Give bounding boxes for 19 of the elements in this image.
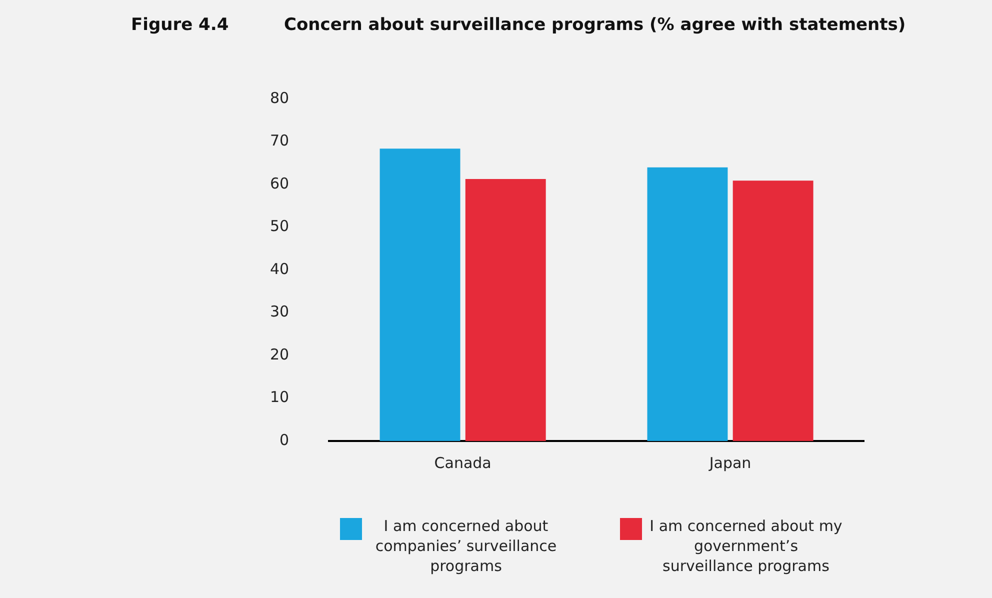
y-tick-label: 60 xyxy=(270,174,290,192)
legend-label: I am concerned about my government’s surveillance programs xyxy=(648,516,844,576)
y-tick-label: 50 xyxy=(270,217,290,236)
y-tick-label: 10 xyxy=(270,388,290,406)
y-tick-label: 40 xyxy=(270,260,290,278)
caption: Figure 4.4 xyxy=(131,15,229,35)
bar xyxy=(732,180,814,441)
y-tick-label: 20 xyxy=(270,345,290,364)
bar xyxy=(380,148,460,441)
x-tick-label: Canada xyxy=(434,454,492,472)
bar xyxy=(647,167,728,441)
y-tick-label: 0 xyxy=(280,430,290,449)
y-tick-label: 30 xyxy=(270,302,290,321)
legend-label: I am concerned about companies’ surveillance programs xyxy=(374,516,558,576)
y-tick-label: 80 xyxy=(270,88,290,107)
y-tick-label: 70 xyxy=(270,132,290,150)
bar xyxy=(465,178,546,441)
x-tick-label: Japan xyxy=(708,454,752,472)
chart-title: Concern about surveillance programs (% agree with statements) xyxy=(284,15,906,35)
